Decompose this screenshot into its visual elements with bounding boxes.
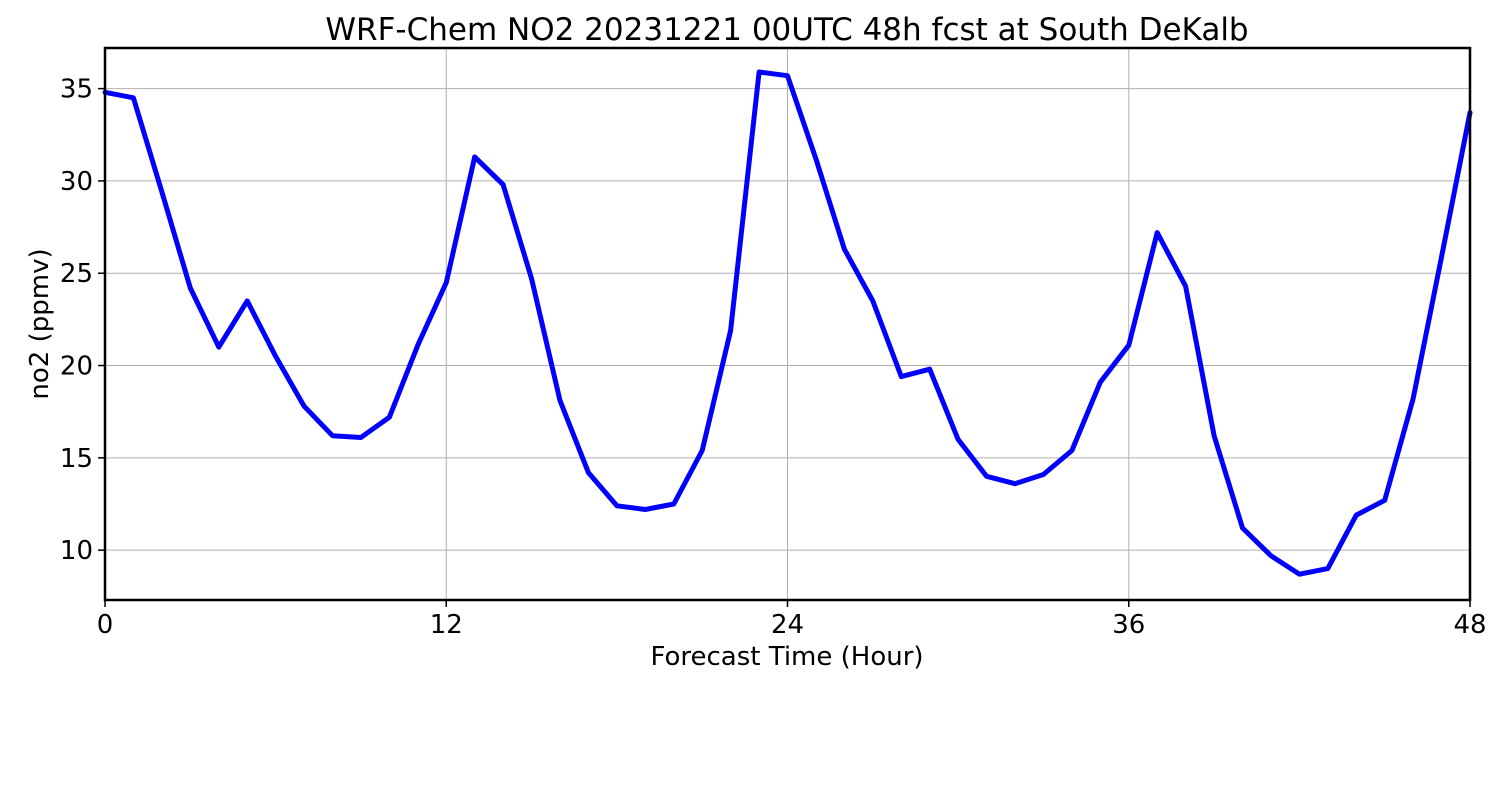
- y-tick-label: 35: [60, 75, 93, 105]
- y-axis-ticks: 10 15 20 25 30 35: [60, 75, 105, 566]
- x-tick-label: 24: [771, 610, 804, 640]
- no2-series-line: [102, 69, 1473, 577]
- y-tick-label: 10: [60, 536, 93, 566]
- y-axis-label: no2 (ppmv): [25, 248, 55, 399]
- y-tick-label: 30: [60, 167, 93, 197]
- y-tick-label: 15: [60, 444, 93, 474]
- y-tick-label: 20: [60, 352, 93, 382]
- x-axis-ticks: 0 12 24 36 48: [97, 600, 1487, 640]
- x-tick-label: 48: [1453, 610, 1486, 640]
- chart-title: WRF-Chem NO2 20231221 00UTC 48h fcst at …: [325, 12, 1248, 48]
- grid-lines: [104, 48, 1471, 600]
- x-tick-label: 36: [1112, 610, 1145, 640]
- x-tick-label: 0: [97, 610, 114, 640]
- y-tick-label: 25: [60, 259, 93, 289]
- x-tick-label: 12: [430, 610, 463, 640]
- x-axis-label: Forecast Time (Hour): [650, 642, 923, 672]
